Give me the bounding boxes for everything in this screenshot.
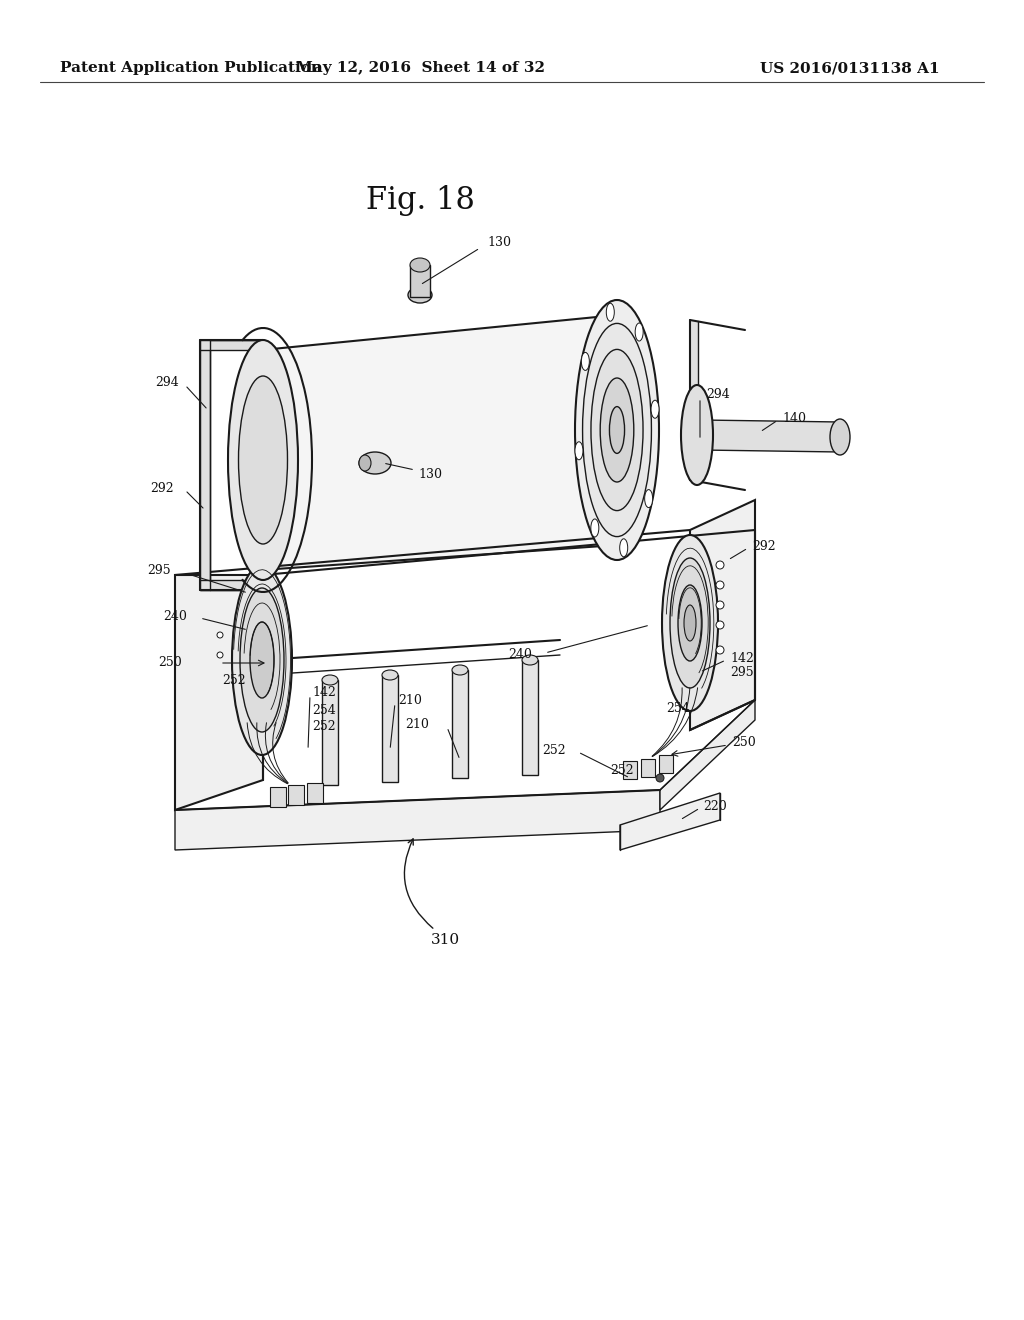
Bar bbox=[288, 785, 304, 805]
Ellipse shape bbox=[716, 601, 724, 609]
Ellipse shape bbox=[656, 774, 664, 781]
Polygon shape bbox=[200, 579, 263, 590]
Text: 294: 294 bbox=[706, 388, 730, 401]
Text: Patent Application Publication: Patent Application Publication bbox=[60, 61, 322, 75]
Ellipse shape bbox=[359, 455, 371, 471]
Ellipse shape bbox=[606, 304, 614, 321]
Polygon shape bbox=[382, 675, 398, 781]
Text: 210: 210 bbox=[398, 693, 422, 706]
Text: 292: 292 bbox=[150, 482, 174, 495]
Ellipse shape bbox=[684, 605, 696, 642]
Text: 240: 240 bbox=[508, 648, 531, 661]
Ellipse shape bbox=[575, 300, 659, 560]
Polygon shape bbox=[200, 341, 263, 350]
Text: 250: 250 bbox=[732, 737, 756, 750]
Ellipse shape bbox=[716, 581, 724, 589]
Ellipse shape bbox=[232, 565, 292, 755]
Text: 130: 130 bbox=[487, 236, 511, 249]
Ellipse shape bbox=[250, 622, 274, 698]
Polygon shape bbox=[620, 793, 720, 850]
Ellipse shape bbox=[217, 652, 223, 657]
Bar bbox=[307, 783, 323, 803]
Ellipse shape bbox=[228, 341, 298, 579]
Text: 295: 295 bbox=[147, 565, 171, 578]
Text: 130: 130 bbox=[418, 469, 442, 482]
Ellipse shape bbox=[239, 376, 288, 544]
Ellipse shape bbox=[645, 490, 652, 508]
Polygon shape bbox=[452, 671, 468, 777]
Ellipse shape bbox=[452, 665, 468, 675]
Polygon shape bbox=[522, 660, 538, 775]
Polygon shape bbox=[701, 420, 840, 451]
Text: 240: 240 bbox=[163, 610, 186, 623]
Ellipse shape bbox=[322, 675, 338, 685]
Ellipse shape bbox=[662, 535, 718, 711]
Polygon shape bbox=[322, 680, 338, 785]
Ellipse shape bbox=[681, 385, 713, 484]
Text: 252: 252 bbox=[610, 763, 634, 776]
Text: US 2016/0131138 A1: US 2016/0131138 A1 bbox=[760, 61, 940, 75]
Ellipse shape bbox=[609, 407, 625, 453]
Ellipse shape bbox=[591, 350, 643, 511]
Ellipse shape bbox=[651, 400, 659, 418]
Text: 252: 252 bbox=[222, 673, 246, 686]
Ellipse shape bbox=[522, 655, 538, 665]
Ellipse shape bbox=[600, 378, 634, 482]
Ellipse shape bbox=[240, 587, 284, 733]
Ellipse shape bbox=[591, 519, 599, 537]
Text: 142: 142 bbox=[730, 652, 754, 664]
Text: 220: 220 bbox=[703, 800, 727, 813]
Bar bbox=[410, 265, 430, 297]
Ellipse shape bbox=[410, 257, 430, 272]
Text: May 12, 2016  Sheet 14 of 32: May 12, 2016 Sheet 14 of 32 bbox=[296, 61, 545, 75]
Text: 254: 254 bbox=[666, 701, 690, 714]
Ellipse shape bbox=[217, 632, 223, 638]
Polygon shape bbox=[660, 700, 755, 810]
Ellipse shape bbox=[408, 286, 432, 304]
Ellipse shape bbox=[583, 323, 651, 537]
Bar bbox=[270, 787, 286, 807]
Text: 210: 210 bbox=[406, 718, 429, 730]
Ellipse shape bbox=[716, 561, 724, 569]
Text: 140: 140 bbox=[782, 412, 806, 425]
Ellipse shape bbox=[574, 442, 583, 459]
Polygon shape bbox=[175, 576, 263, 810]
Bar bbox=[623, 762, 637, 779]
Text: 292: 292 bbox=[752, 540, 775, 553]
Ellipse shape bbox=[382, 671, 398, 680]
Polygon shape bbox=[690, 500, 755, 730]
Polygon shape bbox=[690, 319, 698, 480]
Ellipse shape bbox=[635, 323, 643, 341]
Text: 252: 252 bbox=[312, 719, 336, 733]
Ellipse shape bbox=[716, 620, 724, 630]
Polygon shape bbox=[262, 315, 617, 570]
Bar bbox=[659, 755, 673, 774]
Ellipse shape bbox=[670, 558, 710, 688]
Text: 294: 294 bbox=[155, 375, 179, 388]
Text: Fig. 18: Fig. 18 bbox=[366, 185, 474, 215]
Ellipse shape bbox=[830, 418, 850, 455]
Text: 252: 252 bbox=[542, 743, 565, 756]
Text: 254: 254 bbox=[312, 704, 336, 717]
Text: 295: 295 bbox=[730, 667, 754, 680]
Ellipse shape bbox=[716, 645, 724, 653]
Polygon shape bbox=[175, 789, 660, 850]
Bar bbox=[641, 759, 655, 777]
Ellipse shape bbox=[582, 352, 590, 371]
Polygon shape bbox=[200, 341, 210, 590]
Text: 142: 142 bbox=[312, 686, 336, 700]
Ellipse shape bbox=[359, 451, 391, 474]
Text: 250: 250 bbox=[158, 656, 181, 669]
Ellipse shape bbox=[678, 585, 702, 661]
Text: 310: 310 bbox=[430, 933, 460, 946]
Ellipse shape bbox=[620, 539, 628, 557]
